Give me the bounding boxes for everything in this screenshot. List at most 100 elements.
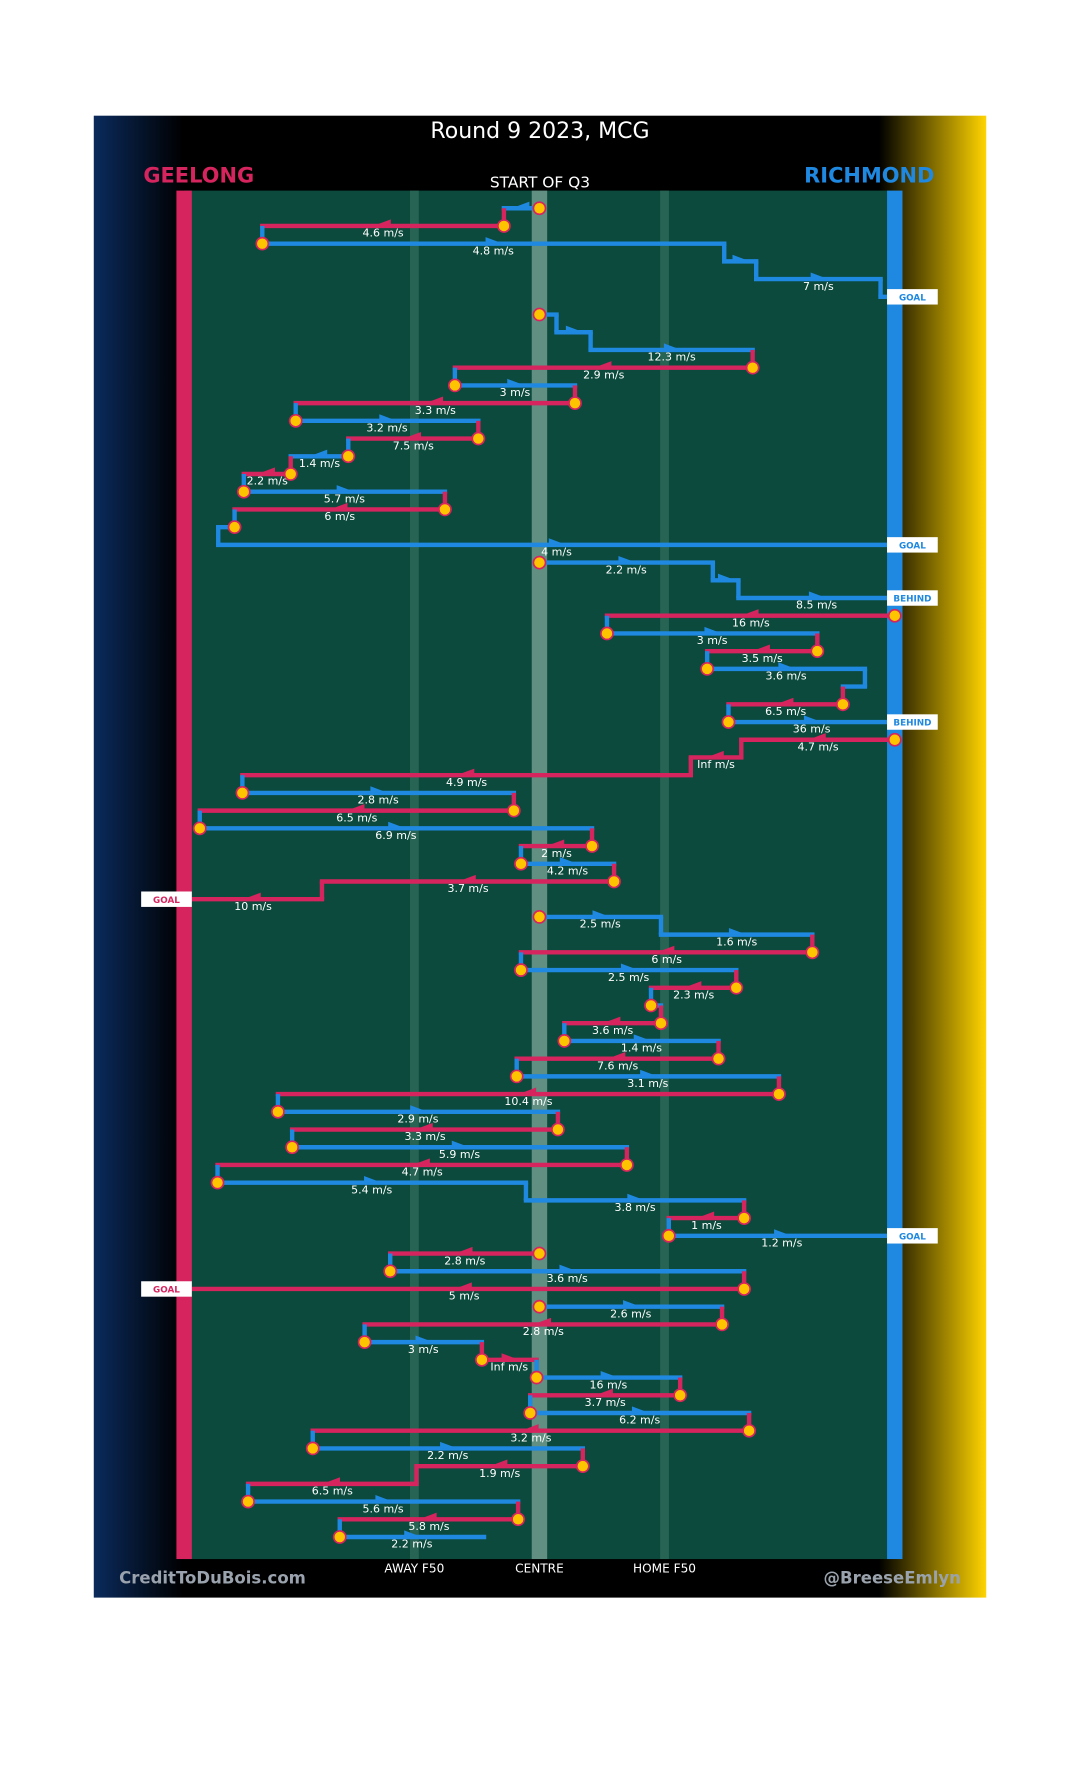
speed-label: 2.2 m/s — [247, 475, 288, 488]
speed-label: 12.3 m/s — [648, 351, 696, 364]
ball-marker — [532, 307, 547, 322]
result-label: GOAL — [153, 1286, 180, 1296]
speed-label: 2.5 m/s — [580, 918, 621, 931]
speed-label: 3.6 m/s — [547, 1272, 588, 1285]
ball-marker — [471, 431, 486, 446]
ball-marker — [557, 1034, 572, 1048]
arrow — [559, 857, 578, 864]
speed-label: 7.6 m/s — [597, 1059, 638, 1072]
result-tag — [887, 590, 938, 606]
ball-marker — [711, 1051, 726, 1066]
ball-marker — [341, 449, 356, 464]
arrow — [412, 1158, 430, 1165]
arrow — [704, 626, 723, 634]
speed-label: 5.9 m/s — [439, 1148, 480, 1161]
speed-label: 3.3 m/s — [404, 1130, 445, 1143]
speed-label: 6 m/s — [324, 510, 355, 523]
result-tag — [141, 1281, 192, 1297]
ball-marker — [357, 1335, 372, 1350]
arrow — [501, 1353, 520, 1360]
arrow — [370, 786, 389, 793]
speed-label: 7.5 m/s — [393, 439, 434, 452]
speed-label: 3.7 m/s — [447, 882, 488, 895]
speed-label: 1.2 m/s — [761, 1237, 802, 1250]
arrow — [656, 945, 675, 953]
ball-marker — [745, 360, 760, 375]
speed-label: 3.6 m/s — [765, 670, 806, 683]
speed-label: 2.6 m/s — [610, 1307, 651, 1320]
ball-marker — [192, 821, 207, 836]
field-line-label: CENTRE — [515, 1561, 564, 1575]
ball-marker — [532, 201, 547, 216]
speed-label: 5.7 m/s — [324, 492, 365, 505]
speed-label: 4.2 m/s — [547, 864, 588, 877]
speed-label: 3 m/s — [408, 1343, 439, 1356]
ball-marker — [661, 1228, 676, 1243]
speed-label: 6 m/s — [651, 953, 682, 966]
subtitle: START OF Q3 — [490, 173, 590, 191]
speed-label: 1.6 m/s — [716, 935, 757, 948]
speed-label: 10 m/s — [234, 900, 272, 913]
ball-marker — [585, 839, 599, 853]
field-line-label: HOME F50 — [633, 1561, 696, 1575]
result-label: GOAL — [899, 1232, 926, 1242]
result-label: GOAL — [153, 896, 180, 906]
arrow — [451, 1140, 470, 1148]
arrow — [592, 910, 611, 917]
speed-label: 16 m/s — [732, 616, 770, 629]
speed-label: 2.9 m/s — [583, 368, 624, 381]
ball-marker — [887, 608, 902, 623]
ball-marker — [600, 626, 614, 641]
arrow — [683, 981, 702, 988]
ball-marker — [285, 1140, 300, 1155]
ball-marker — [235, 786, 250, 800]
credit: CreditToDuBois.com — [119, 1568, 306, 1587]
arrow — [485, 237, 504, 244]
speed-label: 6.5 m/s — [336, 811, 377, 824]
speed-label: 2.3 m/s — [673, 988, 714, 1001]
ball-marker — [644, 998, 658, 1013]
field-line-label: AWAY F50 — [384, 1561, 444, 1575]
arrow — [454, 1246, 473, 1254]
arrow — [559, 1264, 578, 1272]
ball-marker — [241, 1494, 255, 1509]
arrow — [403, 431, 422, 439]
goal-line — [176, 190, 192, 1560]
team-name: RICHMOND — [804, 163, 934, 187]
arrow — [775, 697, 794, 705]
speed-label: 3.7 m/s — [585, 1396, 626, 1409]
ball-marker — [568, 396, 582, 411]
ball-marker — [227, 520, 242, 535]
ball-marker — [772, 1087, 786, 1101]
speed-label: 4.8 m/s — [473, 244, 514, 257]
ball-marker — [271, 1104, 285, 1119]
speed-label: 5.4 m/s — [351, 1183, 392, 1196]
arrow — [440, 1441, 458, 1449]
speed-label: 3 m/s — [697, 634, 728, 647]
speed-label: 16 m/s — [590, 1378, 628, 1391]
arrow — [752, 644, 770, 652]
ball-marker — [887, 732, 902, 747]
speed-label: 4 m/s — [541, 546, 572, 559]
ball-marker — [511, 1512, 526, 1527]
arrow — [336, 485, 355, 492]
ball-marker — [810, 644, 825, 659]
arrow — [415, 1122, 433, 1130]
ball-marker — [729, 980, 744, 995]
ball-marker — [607, 874, 621, 889]
ball-marker — [497, 219, 511, 233]
speed-label: 4.6 m/s — [363, 227, 404, 240]
speed-label: Inf m/s — [490, 1361, 528, 1374]
ball-marker — [447, 378, 462, 393]
speed-label: 8.5 m/s — [796, 599, 837, 612]
speed-label: 6.5 m/s — [765, 705, 806, 718]
arrow — [696, 1211, 715, 1219]
speed-label: 4.7 m/s — [797, 740, 838, 753]
speed-label: 10.4 m/s — [504, 1095, 552, 1108]
speed-label: 2.2 m/s — [427, 1449, 468, 1462]
speed-label: 7 m/s — [803, 280, 834, 293]
arrow — [546, 839, 565, 847]
arrow — [640, 1069, 658, 1077]
speed-label: 36 m/s — [793, 723, 831, 736]
